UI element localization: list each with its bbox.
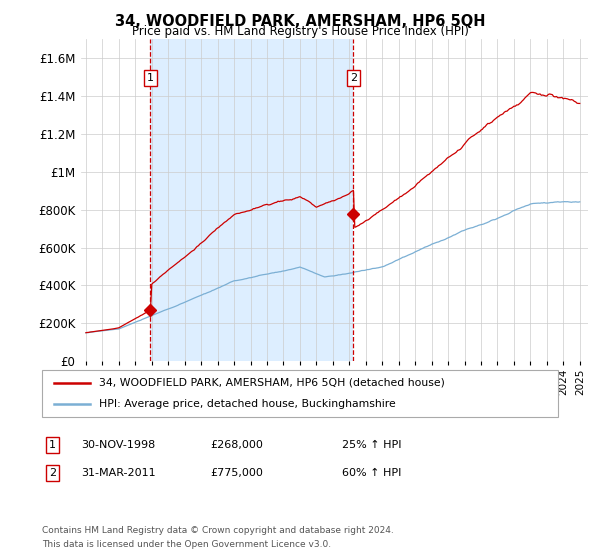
Text: 30-NOV-1998: 30-NOV-1998: [81, 440, 155, 450]
Text: £775,000: £775,000: [210, 468, 263, 478]
Text: 2: 2: [350, 73, 357, 83]
Bar: [151, 39, 353, 361]
Text: 2: 2: [49, 468, 56, 478]
Text: 25% ↑ HPI: 25% ↑ HPI: [342, 440, 401, 450]
Text: HPI: Average price, detached house, Buckinghamshire: HPI: Average price, detached house, Buck…: [99, 399, 396, 409]
Text: 31-MAR-2011: 31-MAR-2011: [81, 468, 155, 478]
Text: 1: 1: [147, 73, 154, 83]
Text: 34, WOODFIELD PARK, AMERSHAM, HP6 5QH (detached house): 34, WOODFIELD PARK, AMERSHAM, HP6 5QH (d…: [99, 378, 445, 388]
Text: Contains HM Land Registry data © Crown copyright and database right 2024.: Contains HM Land Registry data © Crown c…: [42, 526, 394, 535]
Text: £268,000: £268,000: [210, 440, 263, 450]
Text: 34, WOODFIELD PARK, AMERSHAM, HP6 5QH: 34, WOODFIELD PARK, AMERSHAM, HP6 5QH: [115, 14, 485, 29]
Text: This data is licensed under the Open Government Licence v3.0.: This data is licensed under the Open Gov…: [42, 540, 331, 549]
Text: 1: 1: [49, 440, 56, 450]
Text: 60% ↑ HPI: 60% ↑ HPI: [342, 468, 401, 478]
Text: Price paid vs. HM Land Registry's House Price Index (HPI): Price paid vs. HM Land Registry's House …: [131, 25, 469, 38]
